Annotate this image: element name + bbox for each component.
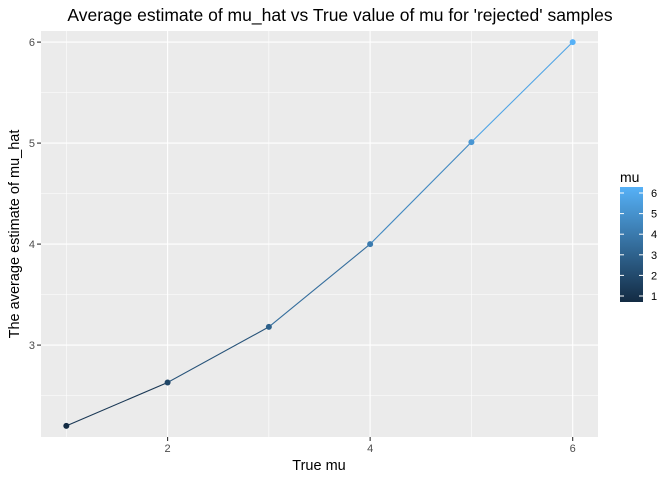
legend-tick-label: 5 xyxy=(651,209,657,221)
legend-tick-label: 4 xyxy=(651,229,657,241)
x-axis-ticks: 2 4 6 xyxy=(165,437,576,455)
series-line-segment xyxy=(268,243,371,328)
grid-major xyxy=(41,31,598,437)
plot-panel xyxy=(41,31,598,437)
legend-tick-label: 3 xyxy=(651,250,657,262)
x-axis-title: True mu xyxy=(292,458,345,474)
series xyxy=(63,39,576,429)
legend-tick-label: 2 xyxy=(651,270,657,282)
series-line-segment xyxy=(167,326,270,383)
grid-minor xyxy=(41,31,598,437)
series-line-segment xyxy=(471,41,574,143)
legend-ticks: 1 2 3 4 5 6 xyxy=(620,188,657,303)
legend-colorbar xyxy=(620,187,643,302)
chart-title: Average estimate of mu_hat vs True value… xyxy=(67,5,612,26)
data-point xyxy=(569,39,576,46)
data-point xyxy=(468,139,475,146)
y-tick-label: 6 xyxy=(29,37,35,49)
data-point xyxy=(265,323,272,330)
legend-title: mu xyxy=(620,169,639,185)
y-tick-label: 3 xyxy=(29,340,35,352)
legend-tick-label: 1 xyxy=(651,291,657,303)
legend: mu 1 2 3 4 5 6 xyxy=(620,169,657,303)
x-tick-label: 4 xyxy=(367,443,373,455)
data-point xyxy=(63,422,70,429)
series-line-segment xyxy=(66,381,168,427)
x-tick-label: 2 xyxy=(165,443,171,455)
legend-tick-label: 6 xyxy=(651,188,657,200)
y-axis-title: The average estimate of mu_hat xyxy=(7,130,23,339)
series-line-segment xyxy=(369,141,472,245)
data-point xyxy=(367,241,374,248)
y-axis-ticks: 3 4 5 6 xyxy=(29,37,41,352)
data-point xyxy=(164,379,171,386)
x-tick-label: 6 xyxy=(570,443,576,455)
y-tick-label: 4 xyxy=(29,239,35,251)
y-tick-label: 5 xyxy=(29,138,35,150)
